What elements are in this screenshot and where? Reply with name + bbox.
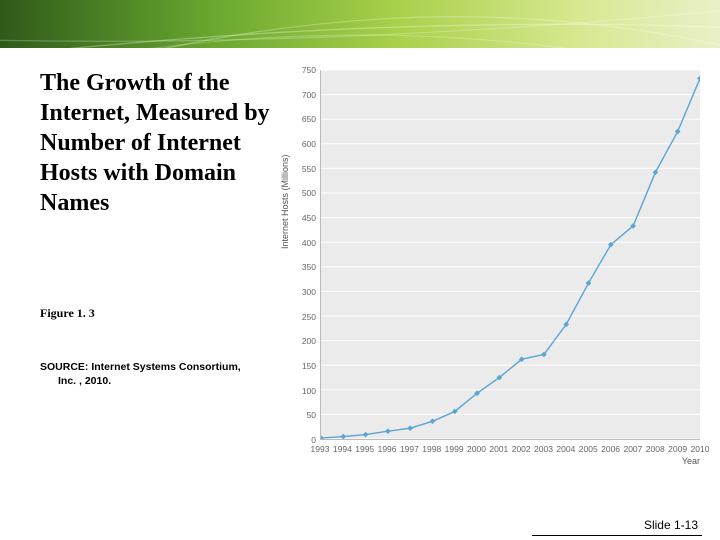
y-tick-label: 650	[288, 114, 316, 124]
x-tick-label: 2002	[512, 444, 531, 454]
x-tick-label: 2000	[467, 444, 486, 454]
y-tick-label: 250	[288, 312, 316, 322]
x-tick-label: 1995	[355, 444, 374, 454]
x-tick-label: 2001	[489, 444, 508, 454]
y-tick-label: 450	[288, 213, 316, 223]
y-tick-label: 750	[288, 65, 316, 75]
slide-title: The Growth of the Internet, Measured by …	[40, 68, 280, 218]
x-tick-label: 1999	[445, 444, 464, 454]
x-tick-label: 2010	[691, 444, 710, 454]
x-tick-label: 1993	[311, 444, 330, 454]
source-citation: SOURCE: Internet Systems Consortium, Inc…	[40, 360, 300, 388]
y-tick-label: 100	[288, 386, 316, 396]
header-banner	[0, 0, 720, 48]
plot-area	[320, 70, 700, 440]
y-tick-label: 700	[288, 90, 316, 100]
x-tick-label: 2008	[646, 444, 665, 454]
y-tick-label: 300	[288, 287, 316, 297]
x-tick-label: 1996	[378, 444, 397, 454]
banner-arcs	[0, 0, 720, 48]
y-tick-label: 550	[288, 164, 316, 174]
y-tick-label: 500	[288, 188, 316, 198]
figure-label: Figure 1. 3	[40, 306, 95, 321]
source-line-1: SOURCE: Internet Systems Consortium,	[40, 361, 241, 373]
x-tick-label: 2004	[556, 444, 575, 454]
y-tick-label: 400	[288, 238, 316, 248]
x-tick-label: 2006	[601, 444, 620, 454]
x-tick-label: 1997	[400, 444, 419, 454]
footer-rule	[532, 535, 702, 536]
slide-body: The Growth of the Internet, Measured by …	[0, 48, 720, 540]
x-tick-label: 1998	[422, 444, 441, 454]
slide-number: Slide 1-13	[644, 518, 698, 532]
x-tick-label: 1994	[333, 444, 352, 454]
source-line-2: Inc. , 2010.	[40, 374, 300, 388]
x-tick-label: 2003	[534, 444, 553, 454]
x-axis-title: Year	[682, 456, 700, 466]
line-chart: Internet Hosts (Millions) Year 050100150…	[286, 64, 706, 464]
y-tick-label: 600	[288, 139, 316, 149]
x-tick-label: 2007	[623, 444, 642, 454]
plot-svg	[321, 70, 700, 439]
x-tick-label: 2005	[579, 444, 598, 454]
y-tick-label: 350	[288, 262, 316, 272]
x-tick-label: 2009	[668, 444, 687, 454]
y-tick-label: 150	[288, 361, 316, 371]
y-tick-label: 50	[288, 410, 316, 420]
y-tick-label: 200	[288, 336, 316, 346]
